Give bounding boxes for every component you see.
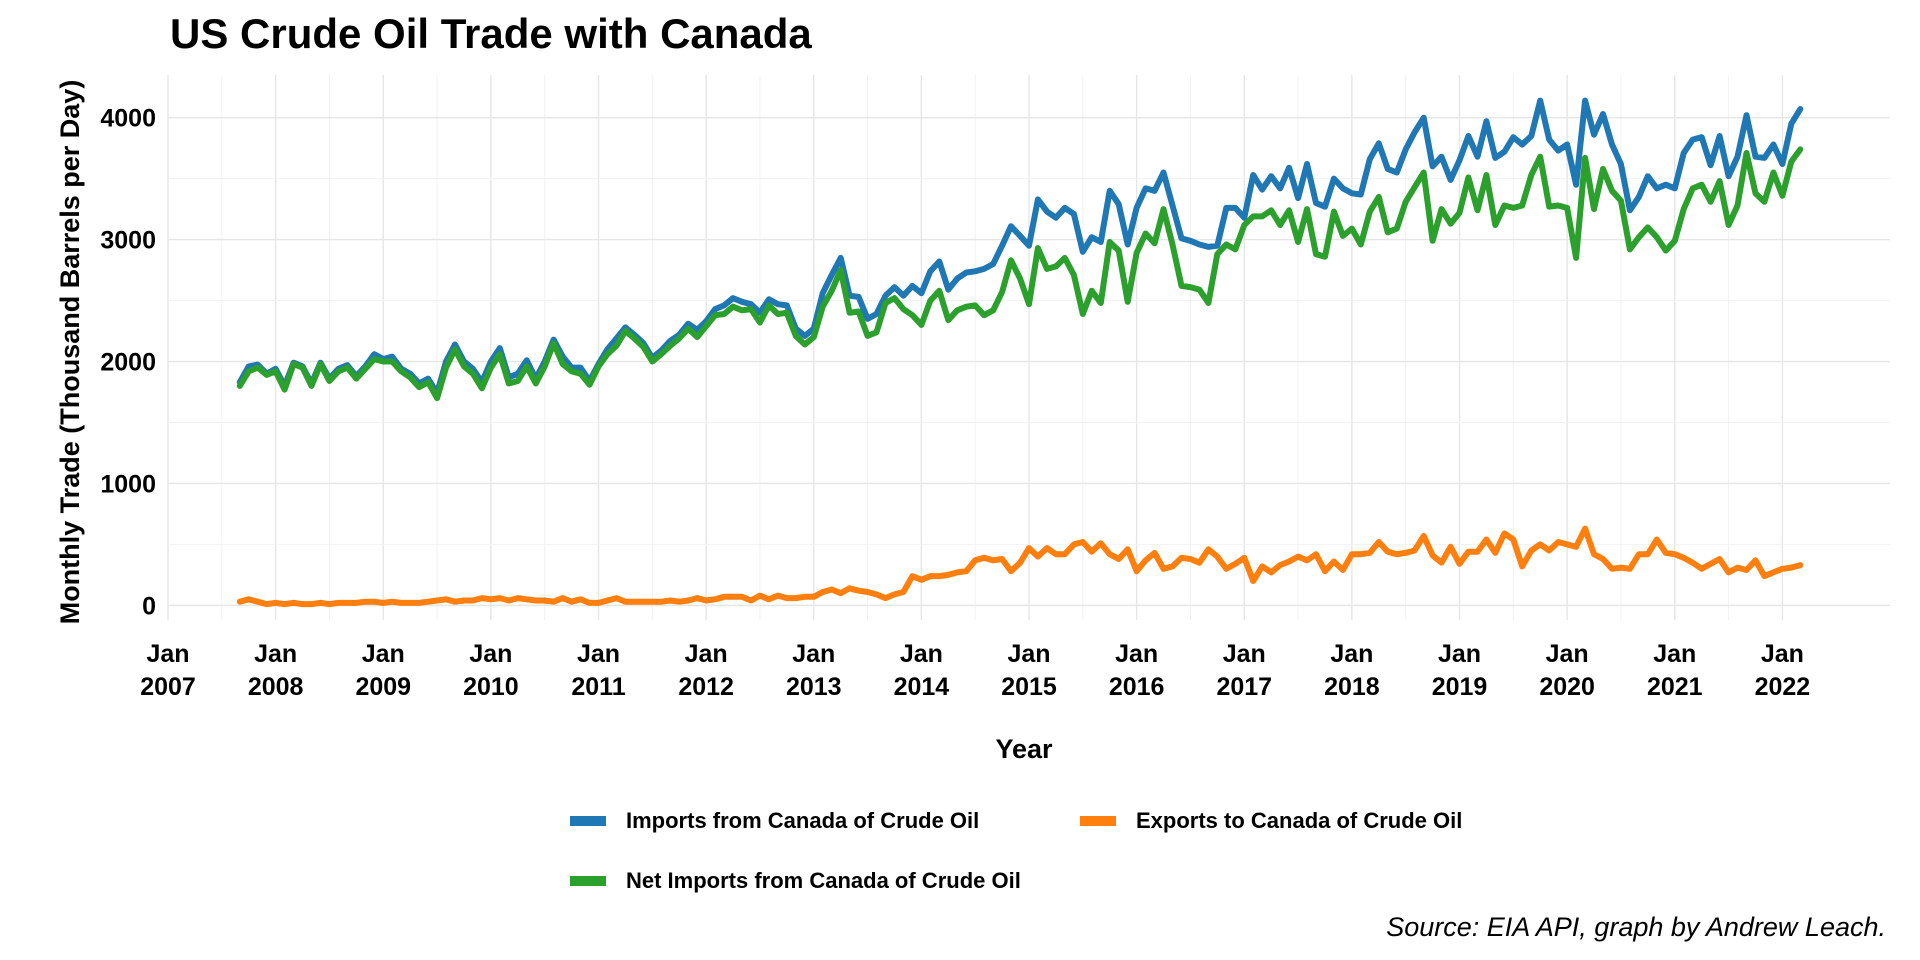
x-tick-label: Jan 2013 — [786, 640, 842, 701]
x-axis-tick-labels: Jan 2007 Jan 2008 Jan 2009 Jan 2010 Jan 2011 Jan 20… — [140, 640, 1810, 701]
legend-swatch-net-imports — [570, 876, 606, 886]
x-tick-label: Jan 2022 — [1755, 640, 1811, 701]
y-tick-label: 0 — [142, 592, 156, 620]
x-tick-label: Jan 2008 — [248, 640, 304, 701]
x-tick-label: Jan 2021 — [1647, 640, 1703, 701]
x-tick-label: Jan 2020 — [1539, 640, 1595, 701]
grid-lines — [167, 75, 1890, 620]
y-tick-label: 2000 — [100, 349, 156, 377]
y-axis-tick-labels: 0 1000 2000 3000 4000 — [100, 105, 156, 621]
chart-title: US Crude Oil Trade with Canada — [170, 10, 812, 57]
x-tick-label: Jan 2019 — [1432, 640, 1488, 701]
x-tick-label: Jan 2016 — [1109, 640, 1165, 701]
x-axis-title: Year — [995, 734, 1053, 764]
x-tick-label: Jan 2009 — [355, 640, 411, 701]
x-tick-label: Jan 2011 — [571, 640, 625, 701]
x-tick-label: Jan 2018 — [1324, 640, 1380, 701]
source-caption: Source: EIA API, graph by Andrew Leach. — [1386, 912, 1886, 942]
x-tick-label: Jan 2010 — [463, 640, 519, 701]
x-tick-label: Jan 2017 — [1216, 640, 1272, 701]
x-tick-label: Jan 2015 — [1001, 640, 1057, 701]
x-tick-label: Jan 2012 — [678, 640, 734, 701]
y-tick-label: 4000 — [100, 105, 156, 133]
legend-item-imports: Imports from Canada of Crude Oil — [570, 808, 979, 834]
legend-label-imports: Imports from Canada of Crude Oil — [626, 808, 980, 833]
legend-item-exports: Exports to Canada of Crude Oil — [1080, 808, 1462, 834]
x-tick-label: Jan 2007 — [140, 640, 196, 701]
legend-item-net-imports: Net Imports from Canada of Crude Oil — [570, 868, 1021, 894]
legend-label-net-imports: Net Imports from Canada of Crude Oil — [626, 868, 1021, 893]
series-lines — [236, 97, 1804, 608]
series-line-net-imports-from-canada-of-crude-oil — [236, 146, 1804, 402]
series-line-exports-to-canada-of-crude-oil — [236, 525, 1804, 608]
y-tick-label: 3000 — [100, 227, 156, 255]
legend: Imports from Canada of Crude Oil Exports… — [570, 800, 1570, 910]
legend-swatch-imports — [570, 816, 606, 826]
x-tick-label: Jan 2014 — [894, 640, 950, 701]
legend-label-exports: Exports to Canada of Crude Oil — [1136, 808, 1463, 833]
legend-swatch-exports — [1080, 816, 1116, 826]
series-line-imports-from-canada-of-crude-oil — [236, 97, 1804, 397]
y-axis-title: Monthly Trade (Thousand Barrels per Day) — [55, 80, 85, 625]
y-tick-label: 1000 — [100, 470, 156, 498]
